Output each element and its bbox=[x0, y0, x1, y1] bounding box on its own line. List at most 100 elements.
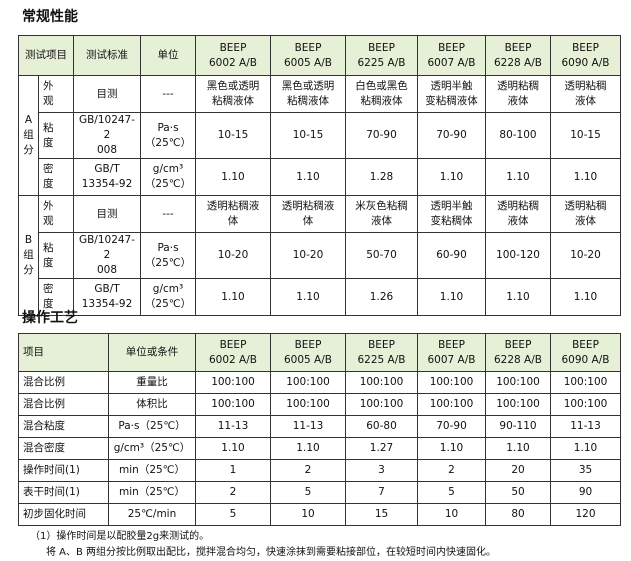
process-table: 项目 单位或条件 BEEP 6002 A/B BEEP 6005 A/B BEEP 6225 … bbox=[18, 333, 621, 526]
table-cell: 单位或条件 bbox=[108, 333, 196, 372]
table-cell: 粘度 bbox=[38, 112, 74, 159]
table-cell: 混合比例 bbox=[18, 371, 109, 394]
table-cell: GB/T 13354-92 bbox=[73, 158, 141, 196]
table-cell: g/cm³ （25℃） bbox=[140, 278, 196, 316]
cell-text: 初步固化时间 bbox=[23, 508, 86, 520]
cell-text: 1.26 bbox=[369, 290, 394, 303]
table-cell: 90-110 bbox=[485, 415, 551, 438]
cell-text: 1.10 bbox=[296, 170, 320, 183]
table-cell: 单位 bbox=[140, 35, 196, 76]
cell-text: 70-90 bbox=[436, 420, 467, 432]
table-cell: BEEP 6007 A/B bbox=[417, 35, 486, 76]
cell-text: 1.10 bbox=[573, 170, 598, 183]
header-row: 项目 单位或条件 BEEP 6002 A/B BEEP 6005 A/B BEEP 6225 … bbox=[18, 333, 621, 372]
table-cell: 50 bbox=[485, 481, 551, 504]
cell-text: 10-15 bbox=[570, 129, 601, 141]
table-cell: BEEP 6090 A/B bbox=[550, 333, 621, 372]
table-cell: 10-20 bbox=[270, 232, 346, 279]
table-cell: 混合比例 bbox=[18, 393, 109, 416]
cell-text: 70-90 bbox=[366, 129, 397, 141]
table-cell: 1 bbox=[195, 459, 271, 482]
table-cell: 初步固化时间 bbox=[18, 503, 109, 526]
cell-text: 100-120 bbox=[496, 249, 540, 261]
cell-text: 5 bbox=[229, 508, 237, 520]
cell-text: BEEP bbox=[438, 41, 465, 54]
cell-text: 10-20 bbox=[292, 249, 324, 261]
cell-text: 体 bbox=[302, 215, 314, 227]
table-cell: 透明半触 变粘稠体 bbox=[417, 195, 486, 233]
cell-text: BEEP bbox=[438, 338, 465, 351]
table-cell: 1.10 bbox=[195, 278, 271, 316]
table-cell: 透明半触 变粘稠液体 bbox=[417, 75, 486, 113]
table-cell: 100:100 bbox=[485, 371, 551, 394]
cell-text: 组 bbox=[23, 249, 34, 261]
cell-text: 透明粘稠液 bbox=[281, 200, 335, 212]
cell-text: 10-20 bbox=[570, 249, 601, 261]
table-cell: 1.10 bbox=[270, 158, 346, 196]
cell-text: g/cm³ bbox=[152, 283, 184, 295]
cell-text: 变粘稠体 bbox=[430, 215, 473, 227]
table-cell: 项目 bbox=[18, 333, 109, 372]
cell-text: 1.10 bbox=[573, 442, 598, 454]
table-cell: 透明粘稠液体 bbox=[270, 195, 346, 233]
cell-text: 外 bbox=[43, 200, 54, 212]
table-cell: GB/T 13354-92 bbox=[73, 278, 141, 316]
table-cell: 密度 bbox=[38, 278, 74, 316]
cell-text: 透明粘稠 bbox=[564, 200, 607, 212]
cell-text: 1.10 bbox=[573, 290, 598, 303]
table-cell: 80-100 bbox=[485, 112, 551, 159]
table-cell: 目测 bbox=[73, 195, 141, 233]
cell-text: GB/T bbox=[94, 283, 120, 295]
cell-text: 120 bbox=[575, 508, 596, 520]
table-cell: 1.10 bbox=[195, 437, 271, 460]
table-cell: BEEP 6225 A/B bbox=[345, 35, 418, 76]
table-cell: 25℃/min bbox=[108, 503, 196, 526]
cell-text: 1.27 bbox=[369, 442, 394, 454]
table-cell: 70-90 bbox=[417, 415, 486, 438]
cell-text: BEEP bbox=[504, 338, 532, 351]
cell-text: 10-20 bbox=[217, 249, 249, 261]
cell-text: 1.10 bbox=[221, 442, 245, 454]
table-cell: 120 bbox=[550, 503, 621, 526]
cell-text: 90-110 bbox=[499, 420, 537, 432]
cell-text: 粘稠液体 bbox=[287, 95, 329, 107]
cell-text: 透明半触 bbox=[430, 80, 473, 92]
table-cell: 透明粘稠液体 bbox=[550, 75, 621, 113]
table-cell: BEEP 6005 A/B bbox=[270, 333, 346, 372]
cell-text: 1.10 bbox=[439, 170, 464, 183]
table-cell: 1.10 bbox=[417, 278, 486, 316]
cell-text: 密 bbox=[43, 163, 54, 175]
cell-text: 100:100 bbox=[429, 398, 474, 410]
cell-text: 体 bbox=[227, 215, 239, 227]
cell-text: 体积比 bbox=[136, 398, 168, 410]
table-cell: 100:100 bbox=[195, 371, 271, 394]
table-cell: 10-15 bbox=[270, 112, 346, 159]
table-cell: 1.10 bbox=[485, 158, 551, 196]
note: （1）操作时间是以配胶量2g来测试的。 bbox=[30, 531, 210, 542]
cell-text: 透明粘稠 bbox=[497, 80, 539, 92]
table-row: 粘度 GB/10247-2 008 Pa·s （25℃） 10-15 10-15 70-90 7… bbox=[19, 112, 621, 159]
table-cell: 100:100 bbox=[485, 393, 551, 416]
table-cell: 70-90 bbox=[345, 112, 418, 159]
table-cell: 100:100 bbox=[345, 393, 418, 416]
table-cell: 35 bbox=[550, 459, 621, 482]
table-row: 粘度 GB/10247-2 008 Pa·s （25℃） 10-20 10-20 50-70 6… bbox=[19, 232, 621, 279]
cell-text: 6005 A/B bbox=[284, 56, 332, 69]
table-row: 混合比例 重量比 100:100 100:100 100:100 100:100 100:1… bbox=[18, 371, 621, 394]
table-cell: 100-120 bbox=[485, 232, 551, 279]
table-cell: 100:100 bbox=[270, 393, 346, 416]
table-cell: 外观 bbox=[38, 75, 74, 113]
table-cell: 混合粘度 bbox=[18, 415, 109, 438]
cell-text: 100:100 bbox=[359, 376, 404, 388]
cell-text: 60-80 bbox=[366, 420, 397, 432]
cell-text: 50 bbox=[511, 486, 525, 498]
table-row: 密度 GB/T 13354-92 g/cm³ （25℃） 1.10 1.10 1.26 1.10… bbox=[19, 278, 621, 316]
cell-text: 液体 bbox=[507, 215, 529, 227]
cell-text: 度 bbox=[43, 136, 54, 149]
cell-text: min（25℃） bbox=[119, 464, 185, 476]
cell-text: 度 bbox=[43, 178, 54, 190]
cell-text: Pa·s bbox=[157, 121, 179, 134]
table-cell: BEEP 6225 A/B bbox=[345, 333, 418, 372]
cell-text: 60-90 bbox=[436, 249, 467, 261]
